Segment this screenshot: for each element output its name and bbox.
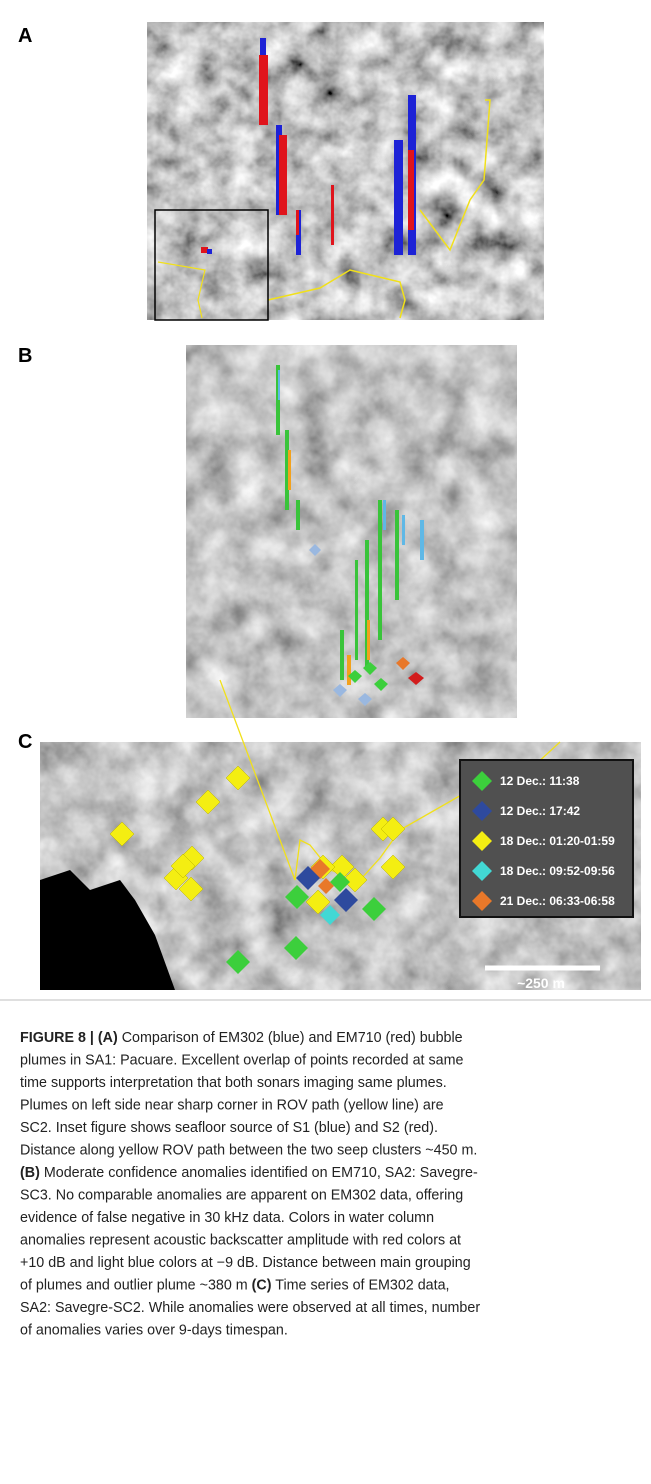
caption-run: (C) bbox=[252, 1278, 272, 1294]
caption: FIGURE 8 | (A) Comparison of EM302 (blue… bbox=[20, 1030, 480, 1339]
caption-line: of anomalies varies over 9-days timespan… bbox=[20, 1323, 288, 1339]
caption-line: time supports interpretation that both s… bbox=[20, 1075, 447, 1091]
panel-b-image bbox=[186, 345, 517, 718]
panel-label: A bbox=[18, 25, 32, 47]
legend-label: 12 Dec.: 17:42 bbox=[500, 804, 580, 818]
caption-line: SC2. Inset figure shows seafloor source … bbox=[20, 1120, 438, 1136]
caption-run: Distance along yellow ROV path between t… bbox=[20, 1143, 477, 1159]
caption-run: (B) bbox=[20, 1165, 40, 1181]
caption-run: +10 dB and light blue colors at −9 dB. D… bbox=[20, 1255, 471, 1271]
scale-bar-label: ~250 m bbox=[517, 975, 565, 991]
caption-run: Time series of EM302 data, bbox=[272, 1278, 450, 1294]
legend: 12 Dec.: 11:38 12 Dec.: 17:42 18 Dec.: 01:… bbox=[460, 760, 633, 917]
caption-run: of anomalies varies over 9-days timespan… bbox=[20, 1323, 288, 1339]
caption-run: Plumes on left side near sharp corner in… bbox=[20, 1098, 444, 1114]
legend-label: 18 Dec.: 09:52-09:56 bbox=[500, 864, 615, 878]
legend-label: 18 Dec.: 01:20-01:59 bbox=[500, 834, 615, 848]
caption-line: FIGURE 8 | (A) Comparison of EM302 (blue… bbox=[20, 1030, 463, 1046]
caption-line: +10 dB and light blue colors at −9 dB. D… bbox=[20, 1255, 471, 1271]
panel-a-image bbox=[147, 22, 544, 320]
caption-run: time supports interpretation that both s… bbox=[20, 1075, 447, 1091]
legend-label: 12 Dec.: 11:38 bbox=[500, 774, 580, 788]
panel-label: C bbox=[18, 731, 32, 753]
caption-run: SC3. No comparable anomalies are apparen… bbox=[20, 1188, 463, 1204]
caption-line: plumes in SA1: Pacuare. Excellent overla… bbox=[20, 1053, 463, 1069]
caption-run: Comparison of EM302 (blue) and EM710 (re… bbox=[118, 1030, 463, 1046]
panel-c-image: 12 Dec.: 11:38 12 Dec.: 17:42 18 Dec.: 01:… bbox=[40, 680, 641, 991]
panel-label: B bbox=[18, 345, 32, 367]
figure: A B bbox=[0, 0, 651, 1479]
legend-label: 21 Dec.: 06:33-06:58 bbox=[500, 894, 615, 908]
caption-run: of plumes and outlier plume ~380 m bbox=[20, 1278, 252, 1294]
caption-line: Plumes on left side near sharp corner in… bbox=[20, 1098, 444, 1114]
caption-run: FIGURE 8 | (A) bbox=[20, 1030, 118, 1046]
caption-line: Distance along yellow ROV path between t… bbox=[20, 1143, 477, 1159]
caption-line: of plumes and outlier plume ~380 m (C) T… bbox=[20, 1278, 450, 1294]
caption-line: SC3. No comparable anomalies are apparen… bbox=[20, 1188, 463, 1204]
caption-run: evidence of false negative in 30 kHz dat… bbox=[20, 1210, 434, 1226]
caption-run: anomalies represent acoustic backscatter… bbox=[20, 1233, 461, 1249]
caption-line: (B) Moderate confidence anomalies identi… bbox=[20, 1165, 478, 1181]
caption-line: anomalies represent acoustic backscatter… bbox=[20, 1233, 461, 1249]
caption-run: Moderate confidence anomalies identified… bbox=[40, 1165, 478, 1181]
caption-line: SA2: Savegre-SC2. While anomalies were o… bbox=[20, 1300, 480, 1316]
caption-run: plumes in SA1: Pacuare. Excellent overla… bbox=[20, 1053, 463, 1069]
caption-run: SA2: Savegre-SC2. While anomalies were o… bbox=[20, 1300, 480, 1316]
caption-run: SC2. Inset figure shows seafloor source … bbox=[20, 1120, 438, 1136]
caption-line: evidence of false negative in 30 kHz dat… bbox=[20, 1210, 434, 1226]
